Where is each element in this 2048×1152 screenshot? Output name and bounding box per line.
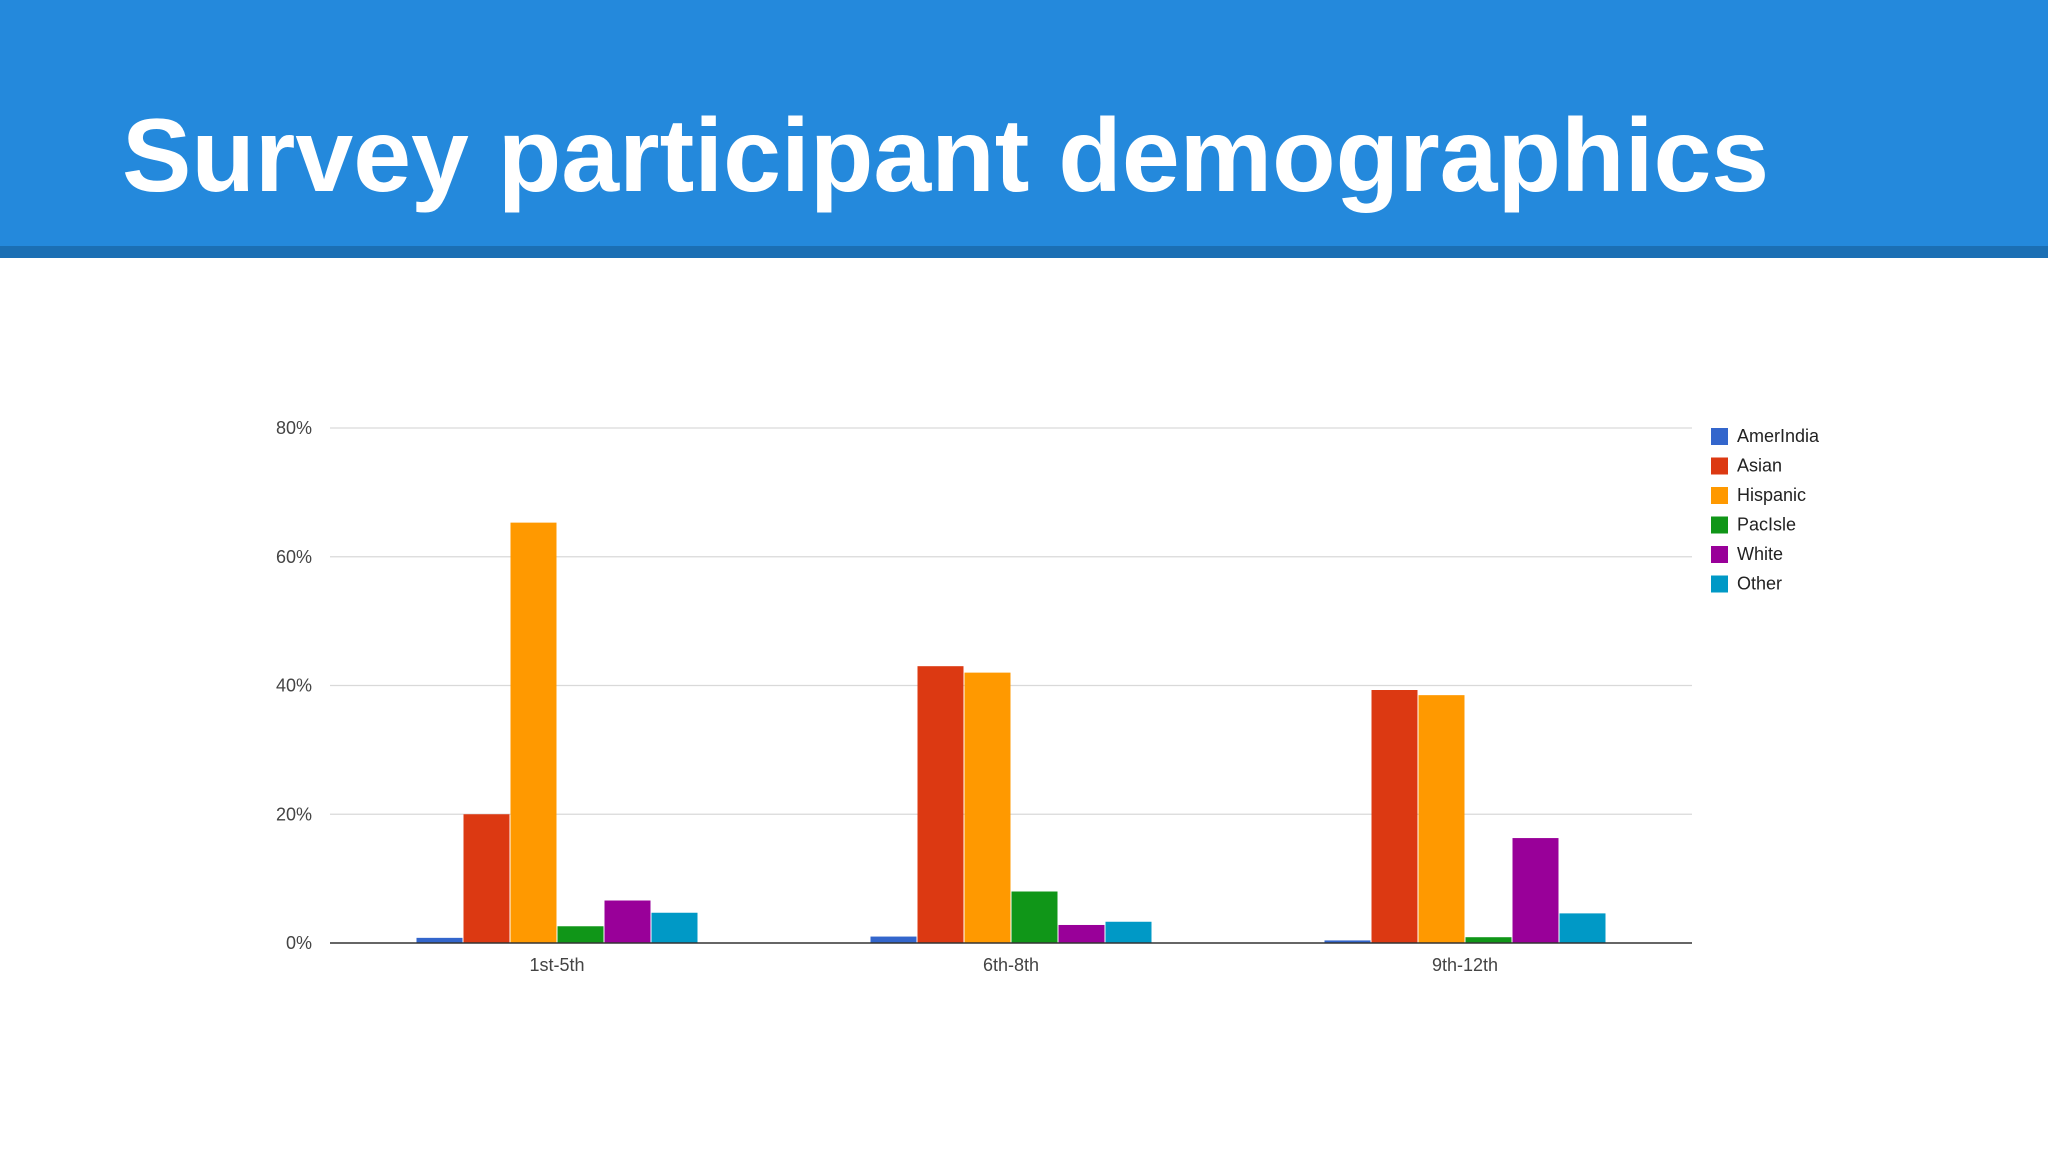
- gridlines: [330, 427, 1692, 815]
- bars: [416, 522, 1606, 943]
- bar-hispanic-6th-8th: [964, 672, 1011, 943]
- bar-other-6th-8th: [1105, 921, 1152, 943]
- header-band: [0, 0, 2048, 246]
- header-rule: [0, 246, 2048, 258]
- legend-swatch: [1711, 575, 1728, 593]
- bar-white-9th-12th: [1512, 838, 1559, 943]
- bar-asian-1st-5th: [463, 814, 510, 943]
- y-tick-label: 40%: [276, 676, 312, 696]
- bar-white-1st-5th: [604, 900, 651, 943]
- legend-label: Asian: [1737, 456, 1782, 476]
- bar-amerindia-6th-8th: [870, 936, 917, 943]
- y-tick-label: 0%: [286, 933, 312, 953]
- legend-label: Hispanic: [1737, 485, 1806, 505]
- bar-asian-6th-8th: [917, 666, 964, 943]
- legend-label: AmerIndia: [1737, 426, 1820, 446]
- x-tick-label: 9th-12th: [1432, 955, 1498, 975]
- y-tick-label: 80%: [276, 418, 312, 438]
- x-tick-label: 1st-5th: [529, 955, 584, 975]
- x-tick-label: 6th-8th: [983, 955, 1039, 975]
- legend-swatch: [1711, 457, 1728, 475]
- bar-other-9th-12th: [1559, 913, 1606, 943]
- bar-pacisle-6th-8th: [1011, 891, 1058, 943]
- legend-swatch: [1711, 487, 1728, 504]
- y-tick-label: 60%: [276, 547, 312, 567]
- legend-swatch: [1711, 428, 1728, 445]
- bar-pacisle-1st-5th: [557, 926, 604, 943]
- legend: AmerIndia Asian Hispanic PacIsle White Other: [1711, 426, 1820, 594]
- legend-label: PacIsle: [1737, 515, 1796, 535]
- bar-amerindia-9th-12th: [1324, 940, 1371, 943]
- legend-label: Other: [1737, 574, 1782, 594]
- bar-pacisle-9th-12th: [1465, 937, 1512, 943]
- legend-swatch: [1711, 546, 1728, 563]
- bar-amerindia-1st-5th: [416, 937, 463, 943]
- bar-hispanic-9th-12th: [1418, 695, 1465, 943]
- bar-white-6th-8th: [1058, 924, 1105, 943]
- bar-asian-9th-12th: [1371, 690, 1418, 943]
- x-axis-ticks: 1st-5th 6th-8th 9th-12th: [529, 955, 1498, 975]
- legend-label: White: [1737, 544, 1783, 564]
- y-axis-ticks: 0% 20% 40% 60% 80%: [276, 418, 312, 953]
- y-tick-label: 20%: [276, 804, 312, 824]
- bar-hispanic-1st-5th: [510, 522, 557, 943]
- legend-swatch: [1711, 516, 1728, 534]
- slide-title: Survey participant demographics: [122, 98, 1770, 214]
- bar-other-1st-5th: [651, 912, 698, 943]
